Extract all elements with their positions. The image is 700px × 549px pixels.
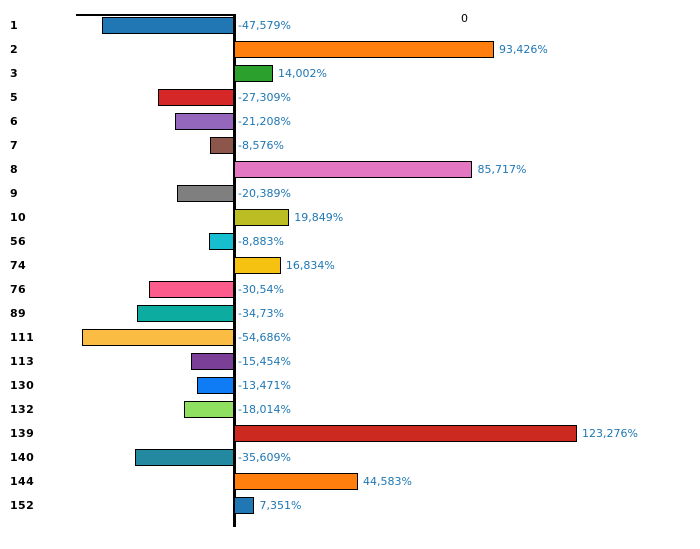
bar-row: 10 19,849% (0, 206, 700, 230)
bar-row: 111 -54,686% (0, 326, 700, 350)
category-label: 76 (10, 283, 27, 296)
bar (234, 497, 255, 514)
bar (196, 377, 234, 394)
bar-row: 7 -8,576% (0, 134, 700, 158)
bar-row: 113 -15,454% (0, 350, 700, 374)
bar-row: 89 -34,73% (0, 302, 700, 326)
bar-row: 152 7,351% (0, 494, 700, 518)
bar (177, 185, 234, 202)
value-label: -13,471% (238, 379, 291, 392)
bar (234, 65, 273, 82)
category-label: 140 (10, 451, 35, 464)
value-label: 14,002% (277, 67, 327, 80)
value-label: -34,73% (238, 307, 284, 320)
bar (174, 113, 234, 130)
value-label: 16,834% (285, 259, 335, 272)
bar-row: 74 16,834% (0, 254, 700, 278)
bar-row: 130 -13,471% (0, 374, 700, 398)
value-label: 7,351% (259, 499, 302, 512)
value-label: 19,849% (294, 211, 344, 224)
category-label: 152 (10, 499, 35, 512)
value-label: 85,717% (477, 163, 527, 176)
category-label: 132 (10, 403, 35, 416)
bar-row: 2 93,426% (0, 38, 700, 62)
bar-row: 56 -8,883% (0, 230, 700, 254)
bar-row: 140 -35,609% (0, 446, 700, 470)
category-label: 5 (10, 91, 19, 104)
bar-row: 76 -30,54% (0, 278, 700, 302)
category-label: 139 (10, 427, 35, 440)
bar-row: 9 -20,389% (0, 182, 700, 206)
bar (234, 473, 359, 490)
value-label: 93,426% (498, 43, 548, 56)
value-label: 123,276% (582, 427, 638, 440)
category-label: 130 (10, 379, 35, 392)
bar (158, 89, 234, 106)
category-label: 111 (10, 331, 35, 344)
zero-tick-label: 0 (461, 12, 468, 25)
bar (149, 281, 234, 298)
bar (234, 257, 281, 274)
bar-row: 132 -18,014% (0, 398, 700, 422)
top-axis-rule (76, 14, 234, 16)
category-label: 10 (10, 211, 27, 224)
category-label: 144 (10, 475, 35, 488)
bar (134, 449, 234, 466)
value-label: -35,609% (238, 451, 291, 464)
value-label: -47,579% (238, 19, 291, 32)
value-label: -20,389% (238, 187, 291, 200)
bar (137, 305, 234, 322)
value-label: -18,014% (238, 403, 291, 416)
category-label: 8 (10, 163, 19, 176)
category-label: 1 (10, 19, 19, 32)
bar-row: 8 85,717% (0, 158, 700, 182)
value-label: -54,686% (238, 331, 291, 344)
value-label: 44,583% (363, 475, 412, 488)
value-label: -8,576% (238, 139, 284, 152)
bar (101, 17, 234, 34)
bar (234, 209, 290, 226)
category-label: 6 (10, 115, 19, 128)
bar (234, 425, 577, 442)
bar-row: 144 44,583% (0, 470, 700, 494)
bar-row: 139 123,276% (0, 422, 700, 446)
category-label: 7 (10, 139, 19, 152)
bar (210, 137, 234, 154)
category-label: 56 (10, 235, 27, 248)
bar (191, 353, 234, 370)
bar-rows: 1 -47,579% 2 93,426% 3 14,002% 5 -27,309% 6 -21,2… (0, 14, 700, 518)
value-label: -15,454% (238, 355, 291, 368)
value-label: -21,208% (238, 115, 291, 128)
value-label: -30,54% (238, 283, 284, 296)
bar-row: 1 -47,579% (0, 14, 700, 38)
bar-row: 5 -27,309% (0, 86, 700, 110)
value-label: -8,883% (238, 235, 284, 248)
category-label: 89 (10, 307, 27, 320)
bar (234, 41, 494, 58)
bar (183, 401, 234, 418)
value-label: -27,309% (238, 91, 291, 104)
bar (234, 161, 473, 178)
bar-row: 6 -21,208% (0, 110, 700, 134)
bar (81, 329, 234, 346)
category-label: 2 (10, 43, 19, 56)
category-label: 113 (10, 355, 35, 368)
bar (209, 233, 234, 250)
bar-row: 3 14,002% (0, 62, 700, 86)
category-label: 74 (10, 259, 27, 272)
category-label: 9 (10, 187, 19, 200)
category-label: 3 (10, 67, 19, 80)
